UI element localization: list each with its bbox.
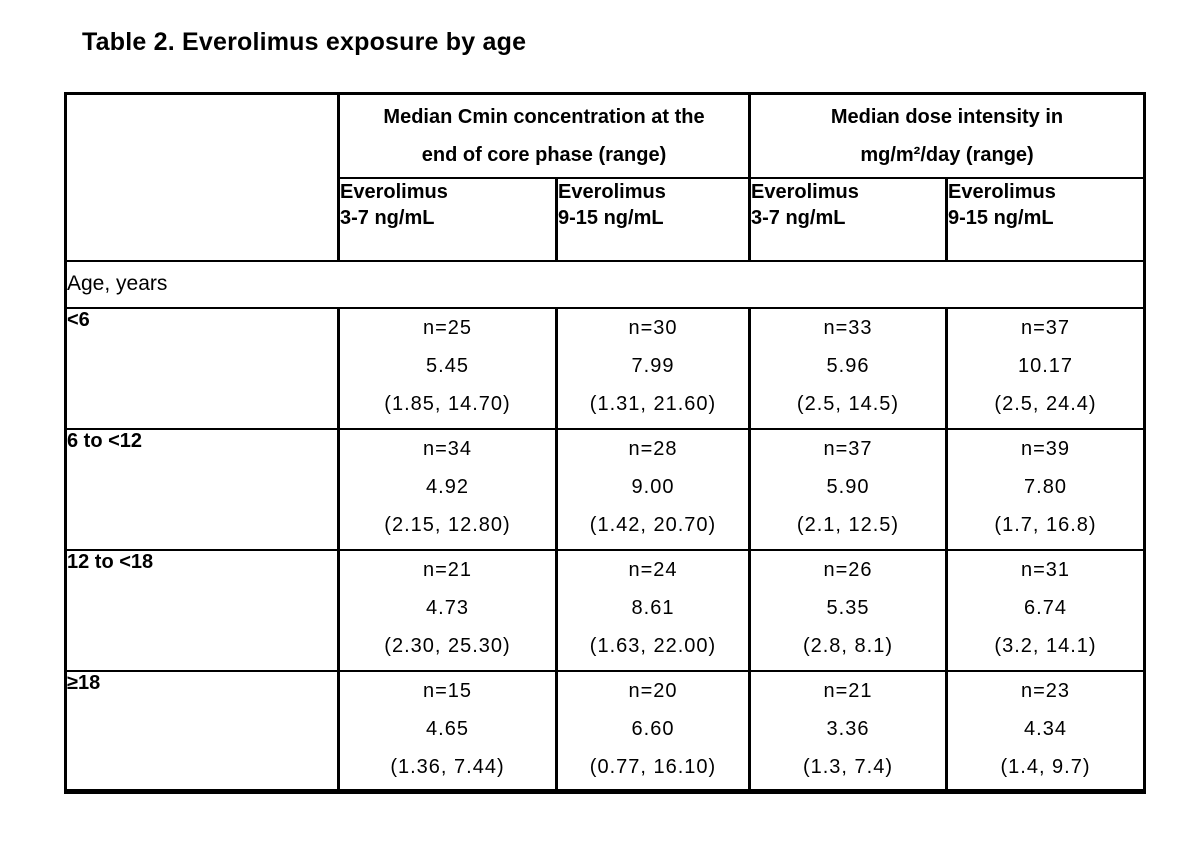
- cell-median: 4.34: [1024, 717, 1067, 740]
- table-title: Table 2. Everolimus exposure by age: [82, 28, 527, 56]
- data-cell: n=31 6.74 (3.2, 14.1): [944, 548, 1147, 672]
- group-header-cmin-line2: end of core phase (range): [421, 143, 667, 166]
- section-row-age-years: Age, years: [63, 259, 1147, 309]
- data-cell: n=37 5.90 (2.1, 12.5): [748, 427, 948, 551]
- cell-n: n=33: [823, 316, 873, 339]
- subheader-dose-9-15: Everolimus 9-15 ng/mL: [944, 176, 1147, 262]
- cell-range: (1.4, 9.7): [1000, 755, 1091, 778]
- cell-range: (3.2, 14.1): [994, 634, 1097, 657]
- cell-median: 3.36: [826, 717, 870, 740]
- cell-range: (1.3, 7.4): [802, 755, 894, 778]
- data-cell: n=23 4.34 (1.4, 9.7): [944, 669, 1147, 794]
- cell-median: 4.92: [426, 475, 469, 498]
- subheader-row: Everolimus 3-7 ng/mL Everolimus 9-15 ng/…: [66, 176, 1147, 262]
- cell-range: (2.5, 24.4): [994, 392, 1097, 415]
- data-cell: n=20 6.60 (0.77, 16.10): [555, 669, 751, 794]
- row-label: 12 to <18: [64, 548, 340, 672]
- table-row-age-lt6: <6 n=25 5.45 (1.85, 14.70) n=30 7.99 (1.…: [64, 306, 1147, 430]
- subheader-cmin-9-15: Everolimus 9-15 ng/mL: [555, 176, 751, 262]
- subheader-cmin-3-7: Everolimus 3-7 ng/mL: [337, 176, 558, 262]
- subheader-line: 3-7 ng/mL: [751, 206, 846, 229]
- cell-range: (1.31, 21.60): [589, 392, 717, 415]
- cell-median: 8.61: [631, 596, 675, 619]
- cell-n: n=39: [1020, 437, 1071, 460]
- group-header-dose-line1: Median dose intensity in: [830, 105, 1064, 128]
- cell-n: n=20: [628, 679, 678, 702]
- cell-n: n=26: [823, 558, 873, 581]
- row-label: <6: [64, 306, 340, 430]
- group-header-dose-intensity: Median dose intensity in mg/m²/day (rang…: [747, 92, 1147, 179]
- section-label: Age, years: [63, 259, 1147, 309]
- subheader-line: Everolimus: [751, 180, 859, 203]
- group-header-dose-line2: mg/m²/day (range): [860, 143, 1034, 166]
- cell-range: (2.15, 12.80): [384, 513, 511, 536]
- cell-n: n=30: [628, 316, 678, 339]
- subheader-line: 3-7 ng/mL: [340, 206, 435, 229]
- data-cell: n=34 4.92 (2.15, 12.80): [337, 427, 558, 551]
- subheader-dose-3-7: Everolimus 3-7 ng/mL: [748, 176, 948, 262]
- cell-n: n=31: [1020, 558, 1071, 581]
- subheader-line: Everolimus: [340, 180, 448, 203]
- data-cell: n=37 10.17 (2.5, 24.4): [944, 306, 1147, 430]
- cell-n: n=24: [628, 558, 678, 581]
- data-cell: n=24 8.61 (1.63, 22.00): [555, 548, 751, 672]
- cell-range: (0.77, 16.10): [589, 755, 717, 778]
- data-cell: n=26 5.35 (2.8, 8.1): [748, 548, 948, 672]
- data-cell: n=28 9.00 (1.42, 20.70): [555, 427, 751, 551]
- cell-median: 9.00: [631, 475, 675, 498]
- cell-range: (1.7, 16.8): [994, 513, 1097, 536]
- cell-range: (1.63, 22.00): [589, 634, 717, 657]
- subheader-line: Everolimus: [948, 180, 1056, 203]
- row-label: ≥18: [64, 669, 340, 794]
- data-cell: n=21 3.36 (1.3, 7.4): [748, 669, 948, 794]
- cell-range: (2.5, 14.5): [796, 392, 900, 415]
- data-cell: n=30 7.99 (1.31, 21.60): [555, 306, 751, 430]
- cell-n: n=25: [422, 316, 473, 339]
- cell-median: 10.17: [1017, 354, 1074, 377]
- cell-n: n=21: [823, 679, 873, 702]
- everolimus-exposure-table: Median Cmin concentration at the end of …: [63, 92, 1147, 794]
- group-header-cmin-line1: Median Cmin concentration at the: [383, 105, 705, 128]
- cell-median: 5.96: [826, 354, 870, 377]
- group-header-row: Median Cmin concentration at the end of …: [64, 92, 1147, 262]
- corner-cell: [64, 92, 340, 262]
- cell-median: 5.45: [426, 354, 469, 377]
- data-cell: n=21 4.73 (2.30, 25.30): [337, 548, 558, 672]
- row-label: 6 to <12: [64, 427, 340, 551]
- cell-median: 7.80: [1024, 475, 1067, 498]
- cell-n: n=37: [1020, 316, 1071, 339]
- cell-n: n=28: [628, 437, 678, 460]
- cell-median: 4.65: [426, 717, 469, 740]
- data-cell: n=25 5.45 (1.85, 14.70): [337, 306, 558, 430]
- subheader-line: Everolimus: [558, 180, 666, 203]
- group-header-cmin: Median Cmin concentration at the end of …: [337, 92, 751, 179]
- cell-range: (2.8, 8.1): [802, 634, 894, 657]
- cell-median: 5.90: [826, 475, 870, 498]
- cell-range: (1.36, 7.44): [390, 755, 505, 778]
- table-row-age-gte18: ≥18 n=15 4.65 (1.36, 7.44) n=20 6.60 (0.…: [64, 669, 1147, 794]
- data-cell: n=33 5.96 (2.5, 14.5): [748, 306, 948, 430]
- subheader-line: 9-15 ng/mL: [558, 206, 664, 229]
- cell-n: n=21: [422, 558, 473, 581]
- table-row-age-6-to-12: 6 to <12 n=34 4.92 (2.15, 12.80) n=28 9.…: [64, 427, 1147, 551]
- data-cell: n=15 4.65 (1.36, 7.44): [337, 669, 558, 794]
- cell-median: 7.99: [631, 354, 675, 377]
- cell-median: 4.73: [426, 596, 469, 619]
- cell-n: n=37: [823, 437, 873, 460]
- cell-median: 6.60: [631, 717, 675, 740]
- cell-n: n=23: [1020, 679, 1071, 702]
- cell-range: (1.42, 20.70): [589, 513, 717, 536]
- cell-n: n=34: [422, 437, 473, 460]
- cell-median: 5.35: [826, 596, 870, 619]
- cell-median: 6.74: [1024, 596, 1067, 619]
- cell-range: (1.85, 14.70): [384, 392, 511, 415]
- cell-range: (2.30, 25.30): [384, 634, 511, 657]
- cell-range: (2.1, 12.5): [796, 513, 900, 536]
- subheader-line: 9-15 ng/mL: [948, 206, 1054, 229]
- table-row-age-12-to-18: 12 to <18 n=21 4.73 (2.30, 25.30) n=24 8…: [64, 548, 1147, 672]
- data-cell: n=39 7.80 (1.7, 16.8): [944, 427, 1147, 551]
- cell-n: n=15: [422, 679, 473, 702]
